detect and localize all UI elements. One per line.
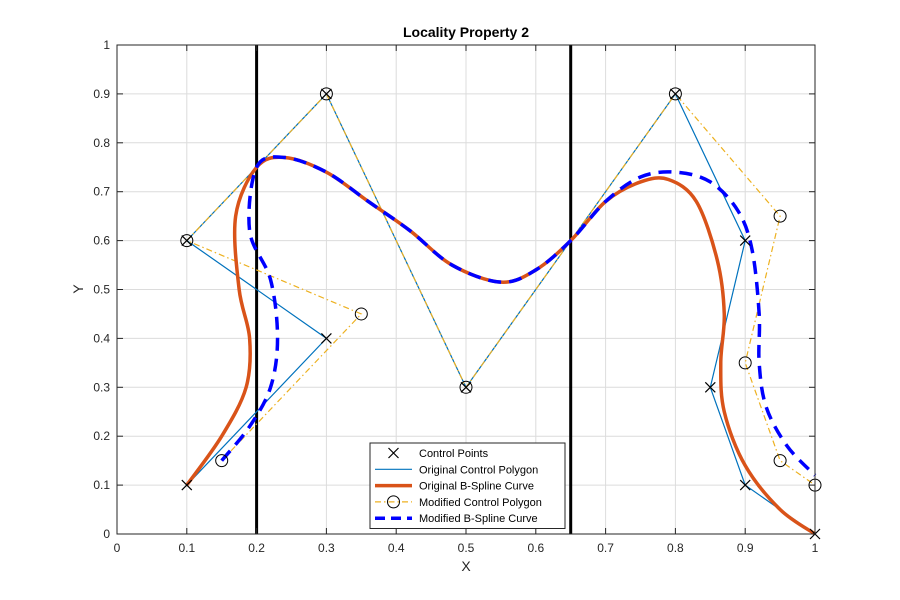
modified-control-point	[354, 307, 368, 321]
control-point-marker	[460, 381, 472, 393]
control-point-marker	[739, 235, 751, 247]
control-point-marker	[704, 381, 716, 393]
x-tick-label: 1	[812, 541, 819, 555]
x-tick-label: 0.9	[737, 541, 754, 555]
y-tick-label: 0.9	[93, 87, 110, 101]
legend-swatch-control-points	[388, 447, 399, 459]
legend-label: Modified B-Spline Curve	[419, 513, 538, 525]
legend-label: Original Control Polygon	[419, 464, 538, 476]
x-tick-label: 0.3	[318, 541, 335, 555]
legend-label: Control Points	[419, 448, 489, 460]
control-point-marker	[181, 235, 193, 247]
y-tick-label: 0.6	[93, 234, 110, 248]
legend: Control Points Original Control Polygon Or…	[369, 442, 566, 529]
x-tick-label: 0.7	[597, 541, 614, 555]
y-tick-label: 0.2	[93, 429, 110, 443]
modified-control-point	[319, 87, 333, 101]
legend-swatch-modified-marker	[387, 495, 400, 509]
ticks: 0 0.1 0.2 0.3 0.4 0.5 0.6 0.7 0.8 0.9 1 0 0.1 0.2 0.3 0…	[93, 38, 818, 555]
y-tick-label: 0.7	[93, 185, 110, 199]
modified-control-point	[215, 454, 229, 468]
x-tick-label: 0.4	[388, 541, 405, 555]
chart-title: Locality Property 2	[403, 24, 529, 40]
x-tick-label: 0.8	[667, 541, 684, 555]
control-point-marker	[739, 479, 751, 491]
y-tick-label: 0	[103, 527, 110, 541]
modified-control-point	[459, 380, 473, 394]
legend-label: Modified Control Polygon	[419, 497, 542, 509]
modified-bspline-curve	[220, 155, 817, 477]
control-point-marker	[669, 88, 681, 100]
control-point-marker	[320, 88, 332, 100]
x-tick-label: 0.1	[178, 541, 195, 555]
x-tick-label: 0.5	[458, 541, 475, 555]
y-tick-label: 0.4	[93, 331, 110, 345]
x-tick-label: 0.2	[248, 541, 265, 555]
modified-control-point	[773, 454, 787, 468]
modified-control-point	[773, 209, 787, 223]
control-point-marker	[181, 479, 193, 491]
y-tick-label: 0.5	[93, 283, 110, 297]
y-tick-label: 0.1	[93, 478, 110, 492]
y-tick-label: 0.8	[93, 136, 110, 150]
x-tick-label: 0.6	[527, 541, 544, 555]
legend-label: Original B-Spline Curve	[419, 481, 534, 493]
modified-control-point	[668, 87, 682, 101]
control-point-marker	[320, 332, 332, 344]
modified-control-point	[738, 356, 752, 370]
x-tick-label: 0	[114, 541, 121, 555]
y-tick-label: 0.3	[93, 380, 110, 394]
modified-control-point	[180, 234, 194, 248]
y-tick-label: 1	[103, 38, 110, 52]
y-axis-label: Y	[70, 284, 86, 294]
x-axis-label: X	[461, 558, 471, 574]
series-group	[180, 87, 822, 540]
